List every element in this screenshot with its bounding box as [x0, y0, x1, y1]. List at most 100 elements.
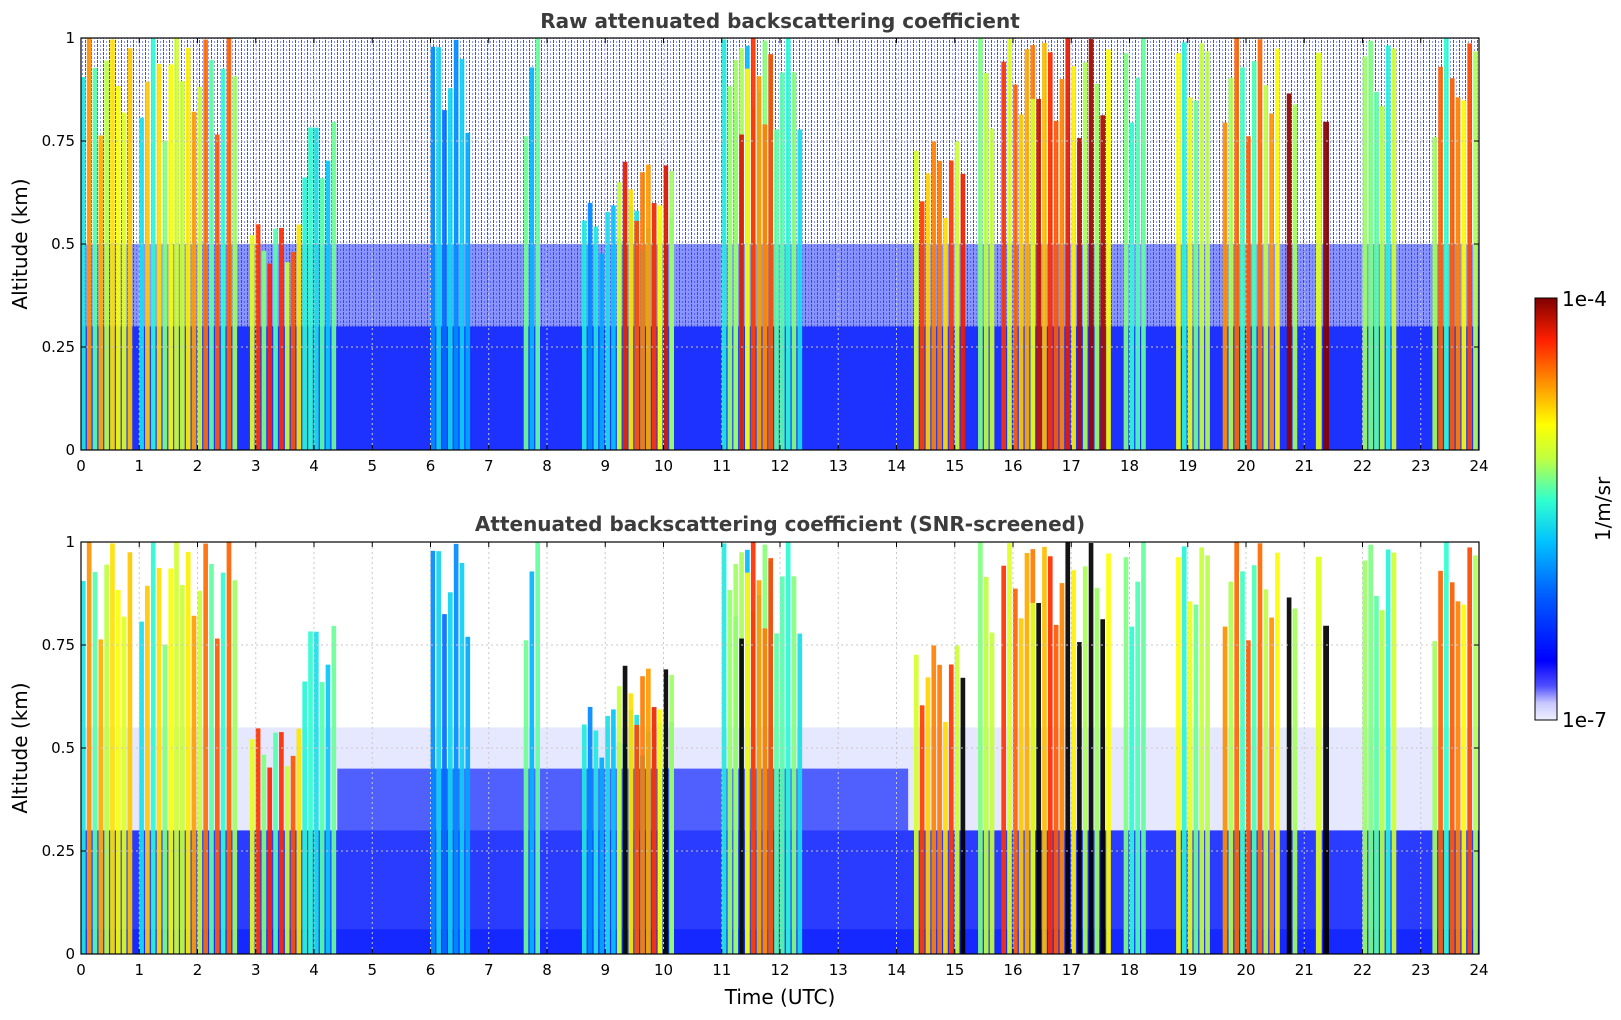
backscatter-streak: [1088, 543, 1094, 954]
backscatter-streak: [185, 47, 191, 450]
backscatter-streak: [115, 86, 121, 450]
backscatter-streak: [1438, 66, 1443, 450]
x-tick-label: 11: [712, 457, 731, 475]
backscatter-streak: [220, 68, 226, 450]
backscatter-streak: [1467, 43, 1473, 450]
x-tick-label: 23: [1411, 457, 1430, 475]
backscatter-streak: [1379, 610, 1385, 954]
backscatter-streak: [430, 550, 436, 954]
backscatter-streak: [261, 250, 267, 450]
backscatter-streak: [220, 572, 226, 954]
backscatter-streak: [1077, 138, 1082, 450]
backscatter-streak: [1053, 120, 1059, 450]
backscatter-streak: [1275, 552, 1280, 954]
chart-title: Attenuated backscattering coefficient (S…: [475, 512, 1085, 536]
backscatter-streak: [727, 86, 733, 450]
backscatter-streak: [745, 572, 750, 954]
backscatter-streak: [1082, 62, 1088, 450]
backscatter-streak: [523, 640, 529, 954]
x-tick-label: 8: [542, 457, 552, 475]
backscatter-streak: [214, 638, 220, 954]
panel-snr-screened: Attenuated backscattering coefficient (S…: [8, 512, 1489, 1009]
backscatter-streak: [1315, 556, 1322, 954]
backscatter-streak: [296, 728, 302, 954]
backscatter-streak: [1024, 49, 1030, 450]
backscatter-streak: [1100, 115, 1106, 450]
backscatter-streak: [1030, 98, 1036, 450]
backscatter-streak: [1391, 48, 1397, 450]
backscatter-streak: [1455, 601, 1461, 954]
backscatter-streak: [756, 580, 762, 954]
backscatter-streak: [774, 633, 779, 954]
colorbar-gradient: [1534, 297, 1558, 721]
backscatter-streak: [442, 614, 447, 954]
backscatter-streak: [1001, 565, 1007, 954]
backscatter-streak: [104, 564, 109, 954]
backscatter-streak: [1187, 601, 1193, 954]
backscatter-streak: [1106, 553, 1111, 954]
x-tick-label: 3: [251, 961, 261, 979]
backscatter-streak: [325, 664, 331, 954]
backscatter-streak: [1007, 543, 1012, 954]
backscatter-streak: [255, 224, 261, 450]
backscatter-streak: [587, 202, 593, 450]
backscatter-streak: [162, 644, 168, 954]
backscatter-streak: [279, 228, 284, 450]
backscatter-streak: [785, 38, 791, 450]
y-tick-label: 0: [65, 441, 75, 459]
backscatter-streak: [1323, 625, 1330, 954]
x-tick-label: 22: [1353, 457, 1372, 475]
y-tick-label: 0.25: [42, 842, 75, 860]
backscatter-streak: [1135, 581, 1140, 954]
backscatter-streak: [81, 76, 86, 450]
backscatter-streak: [331, 625, 337, 954]
backscatter-streak: [750, 38, 756, 450]
x-tick-label: 6: [426, 457, 436, 475]
backscatter-streak: [529, 67, 535, 450]
backscatter-streak: [523, 136, 529, 450]
backscatter-streak: [453, 543, 459, 954]
backscatter-streak: [948, 664, 954, 954]
backscatter-streak: [593, 226, 599, 450]
backscatter-streak: [249, 235, 255, 450]
backscatter-streak: [1181, 42, 1187, 450]
backscatter-streak: [1286, 597, 1292, 954]
x-tick-label: 15: [945, 457, 964, 475]
x-tick-label: 24: [1469, 961, 1488, 979]
backscatter-streak: [325, 160, 331, 450]
backscatter-streak: [1199, 43, 1205, 450]
y-tick-label: 1: [65, 29, 75, 47]
backscatter-streak: [587, 706, 593, 954]
x-tick-label: 18: [1120, 961, 1139, 979]
backscatter-streak: [191, 615, 197, 954]
backscatter-streak: [628, 693, 634, 954]
backscatter-streak: [314, 127, 319, 450]
colorbar: 1e-4 1e-7 1/m/sr: [1534, 287, 1615, 732]
backscatter-streak: [1269, 617, 1274, 954]
backscatter-streak: [1275, 48, 1280, 450]
backscatter-streak: [226, 542, 232, 954]
backscatter-streak: [1362, 560, 1368, 954]
backscatter-streak: [1368, 40, 1373, 450]
backscatter-streak: [1222, 626, 1228, 954]
x-tick-label: 12: [770, 961, 789, 979]
backscatter-streak: [255, 728, 261, 954]
backscatter-streak: [1362, 56, 1368, 450]
backscatter-streak: [98, 135, 104, 450]
backscatter-streak: [150, 38, 156, 450]
x-tick-label: 9: [600, 961, 610, 979]
x-tick-label: 2: [193, 961, 203, 979]
backscatter-streak: [453, 39, 459, 450]
backscatter-streak: [290, 755, 296, 954]
backscatter-streak: [1473, 51, 1478, 450]
backscatter-streak: [622, 161, 628, 450]
backscatter-streak: [139, 117, 144, 450]
backscatter-streak: [110, 543, 115, 954]
backscatter-streak: [1228, 77, 1234, 450]
backscatter-streak: [302, 681, 308, 954]
backscatter-streak: [1449, 582, 1455, 954]
backscatter-streak: [1473, 555, 1478, 954]
backscatter-streak: [121, 616, 127, 954]
backscatter-streak: [180, 81, 185, 450]
x-tick-label: 18: [1120, 457, 1139, 475]
